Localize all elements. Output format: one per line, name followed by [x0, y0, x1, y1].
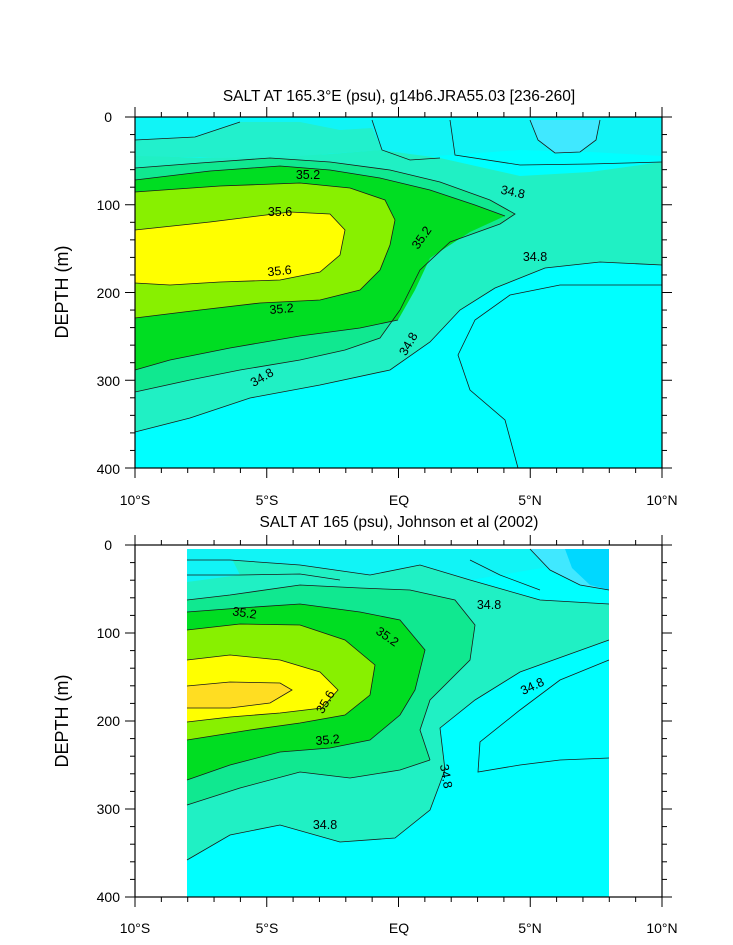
- fill-region: [135, 212, 345, 285]
- y-tick-label: 100: [97, 625, 121, 641]
- y-tick-label: 400: [97, 889, 121, 905]
- y-tick-label: 400: [97, 461, 121, 477]
- y-tick-label: 200: [97, 285, 121, 301]
- fill-region: [478, 660, 609, 772]
- panel-1-title: SALT AT 165.3°E (psu), g14b6.JRA55.03 [2…: [223, 88, 575, 105]
- x-tick-label: 5°N: [518, 920, 542, 936]
- y-tick-label: 0: [104, 109, 112, 125]
- contour-line: [186, 639, 610, 861]
- panel-observations: SALT AT 165 (psu), Johnson et al (2002): [52, 514, 678, 936]
- contour-line: [134, 261, 663, 433]
- contour-label: 34.8: [437, 763, 455, 789]
- contour-label: 34.8: [477, 598, 501, 612]
- contour-line: [477, 659, 610, 773]
- x-tick-label: 10°S: [120, 492, 151, 508]
- contour-line: [457, 284, 662, 469]
- x-tick-label: EQ: [389, 920, 409, 936]
- contour-line: [186, 681, 293, 709]
- y-tick-label: 0: [104, 537, 112, 553]
- x-tick-label: 5°S: [256, 492, 279, 508]
- x-tick-label: 5°N: [518, 492, 542, 508]
- contour-line: [469, 559, 541, 591]
- contour-line: [186, 654, 339, 723]
- contour-line: [186, 603, 426, 781]
- x-tick-label: EQ: [389, 492, 409, 508]
- panel-1-x-tick-labels: 10°S 5°S EQ 5°N 10°N: [120, 492, 678, 508]
- contour-line: [134, 319, 399, 371]
- contour-line: [186, 759, 431, 806]
- panel-2-contour-fills: [187, 549, 609, 897]
- fill-region: [187, 549, 609, 580]
- contour-label: 35.2: [232, 604, 258, 621]
- panel-2-axis-ticks: [125, 535, 672, 907]
- contour-label: 34.8: [499, 183, 526, 202]
- contour-line: [134, 211, 346, 286]
- panel-2-title: SALT AT 165 (psu), Johnson et al (2002): [260, 514, 539, 531]
- y-tick-label: 300: [97, 801, 121, 817]
- y-tick-label: 200: [97, 713, 121, 729]
- contour-line: [529, 548, 610, 591]
- panel-model: SALT AT 165.3°E (psu), g14b6.JRA55.03 [2…: [52, 88, 678, 508]
- contour-line: [187, 573, 341, 581]
- panel-1-y-axis-label: DEPTH (m): [52, 246, 72, 339]
- fill-region: [530, 120, 600, 153]
- panel-1-y-tick-labels: 0 100 200 300 400: [97, 109, 121, 477]
- x-tick-label: 10°N: [646, 920, 677, 936]
- panel-1-contour-lines: [134, 119, 663, 469]
- y-tick-label: 300: [97, 373, 121, 389]
- contour-label: 35.2: [269, 301, 295, 317]
- contour-label: 35.2: [315, 732, 341, 748]
- contour-line: [134, 157, 516, 311]
- contour-label: 35.6: [268, 205, 292, 219]
- x-tick-label: 10°S: [120, 920, 151, 936]
- contour-label: 35.6: [267, 263, 293, 279]
- contour-line: [187, 559, 610, 605]
- panel-2-y-axis-label: DEPTH (m): [52, 675, 72, 768]
- panel-1-axis-ticks: [125, 107, 672, 478]
- fill-region: [458, 285, 662, 468]
- contour-line: [449, 119, 663, 166]
- fill-region: [135, 122, 382, 158]
- x-tick-label: 5°S: [256, 920, 279, 936]
- contour-label: 35.2: [296, 168, 320, 182]
- contour-line: [134, 309, 401, 393]
- panel-2-contour-lines: [186, 548, 610, 861]
- contour-line: [134, 182, 396, 319]
- contour-line: [134, 165, 506, 217]
- panel-1-contour-fills: [135, 117, 662, 468]
- contour-line: [186, 584, 476, 761]
- panel-2-x-tick-labels: 10°S 5°S EQ 5°N 10°N: [120, 920, 678, 936]
- contour-line: [134, 121, 241, 141]
- panel-2-y-tick-labels: 0 100 200 300 400: [97, 537, 121, 905]
- y-tick-label: 100: [97, 197, 121, 213]
- contour-label: 34.8: [313, 818, 337, 832]
- contour-label: 34.8: [523, 250, 547, 264]
- x-tick-label: 10°N: [646, 492, 677, 508]
- contour-line: [529, 119, 601, 154]
- fill-region: [187, 682, 292, 708]
- contour-line: [186, 623, 376, 741]
- fill-region: [565, 549, 609, 590]
- contour-line: [371, 119, 441, 161]
